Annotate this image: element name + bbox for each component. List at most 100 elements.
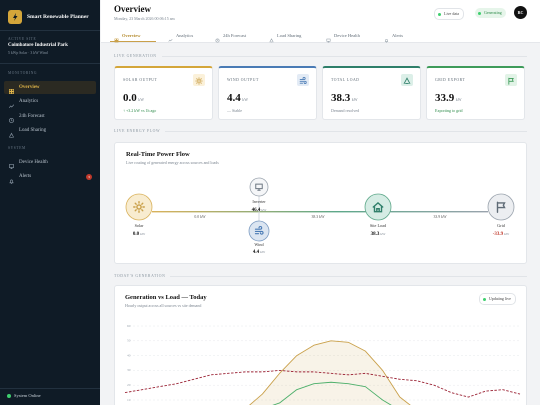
live-pill[interactable]: Live data: [434, 8, 464, 20]
nav-icon: [7, 98, 16, 108]
section-heading-text: LIVE GENERATION: [114, 54, 157, 58]
nav-item[interactable]: Analytics: [19, 99, 39, 104]
icon-path: [403, 77, 411, 84]
site-detail: 5 kWp Solar · 3 kW Wind: [8, 51, 48, 55]
icon: [299, 76, 307, 84]
tab-icon: [113, 31, 120, 43]
icon-path: [508, 77, 514, 85]
nav-item[interactable]: 24h Forecast: [19, 113, 45, 119]
state-text: Generating: [484, 10, 502, 15]
node-unit: kW: [261, 208, 267, 212]
state-dot: [478, 11, 481, 15]
icon: [114, 38, 119, 43]
icon-path: [195, 77, 203, 85]
icon-path: [9, 179, 14, 184]
section-heading: TODAY'S GENERATION: [114, 274, 527, 278]
tab-icon: [325, 31, 332, 43]
icon: [9, 132, 14, 138]
tab[interactable]: 24h Forecast: [223, 32, 247, 38]
flow-subtitle: Live routing of generated energy across …: [126, 160, 219, 165]
logo: [8, 10, 22, 24]
site-name: Coimbatore Industrial Park: [8, 43, 68, 48]
chart-card: Generation vs Load — Today Hourly output…: [114, 285, 527, 405]
live-dot: [438, 12, 441, 16]
y-tick-label: 10: [127, 398, 131, 402]
icon-path: [133, 201, 145, 213]
link-label: 38.3 kW: [311, 215, 324, 219]
header: Overview Monday, 23 March 2026 00:06:15 …: [101, 0, 540, 29]
app-name: Smart Renewable Planner: [27, 14, 89, 20]
stat-label: TOTAL LOAD: [331, 78, 360, 82]
node-number: 0.0: [133, 232, 140, 237]
icon: [9, 89, 14, 94]
stat-icon: [297, 74, 309, 86]
stat-value: 38.3 kW: [331, 92, 358, 104]
state-pill: Generating: [475, 8, 506, 18]
nav-icon: [7, 173, 16, 184]
icon-path: [9, 118, 14, 123]
stat-icon: [401, 74, 413, 86]
section-heading-text: TODAY'S GENERATION: [114, 274, 166, 278]
icon: [168, 38, 173, 42]
icon: [9, 89, 14, 94]
stat-unit: kW: [351, 97, 358, 102]
tab-icon: [383, 31, 390, 43]
nav-active-bg: [4, 81, 96, 94]
icon: [326, 38, 331, 43]
link-label-bg: [430, 213, 450, 219]
nav-item[interactable]: Load Sharing: [19, 128, 47, 133]
sidebar: Smart Renewable Planner ACTIVE SITE Coim…: [0, 0, 100, 405]
nav-item[interactable]: Overview: [19, 84, 40, 90]
icon: [508, 77, 514, 85]
stat-card: TOTAL LOAD 38.3 kW Demand resolved: [322, 66, 421, 120]
icon: [195, 77, 203, 85]
tab-underline: [110, 40, 156, 42]
link-label: 33.9 kW: [433, 215, 446, 219]
icon-path: [384, 38, 389, 43]
icon: [215, 38, 220, 43]
node-number: 4.4: [253, 250, 260, 255]
tab[interactable]: Analytics: [176, 32, 194, 38]
link-label-bg: [308, 213, 328, 219]
line: [272, 381, 392, 405]
stat-note: — Stable: [227, 108, 242, 113]
icon: [9, 118, 14, 123]
flow-card: Real-Time Power Flow Live routing of gen…: [114, 142, 527, 264]
tab[interactable]: Overview: [122, 32, 141, 38]
datetime: Monday, 23 March 2026 00:06:15 am: [114, 16, 175, 21]
nav-item[interactable]: Device Health: [19, 159, 48, 165]
icon-path: [215, 38, 220, 43]
icon: [508, 77, 514, 85]
flow-node: [125, 193, 153, 221]
stat-number: 33.9: [435, 92, 455, 104]
divider: [0, 388, 100, 389]
node-label: Site Load: [370, 223, 387, 228]
chart-title: Generation vs Load — Today: [125, 294, 207, 301]
live-text: Live data: [444, 11, 459, 16]
nav-item[interactable]: Alerts: [19, 174, 32, 179]
icon: [215, 38, 220, 43]
system-status: System Online: [14, 393, 41, 398]
flow-line: [152, 211, 488, 213]
tab[interactable]: Alerts: [392, 32, 403, 38]
tab[interactable]: Device Health: [334, 32, 360, 38]
stat-note: Demand resolved: [331, 108, 360, 113]
tab-icon: [167, 31, 174, 42]
stat-icon: [505, 74, 517, 86]
tab[interactable]: Load Sharing: [277, 32, 302, 38]
node-label: Inverter: [252, 199, 266, 204]
icon-path: [114, 38, 119, 43]
nav-section-label: MONITORING: [8, 71, 38, 75]
icon: [9, 179, 14, 184]
icon: [384, 38, 389, 43]
stat-number: 38.3: [331, 92, 351, 104]
icon: [299, 76, 307, 84]
nav-icon: [7, 112, 16, 123]
page-title: Overview: [114, 4, 151, 14]
avatar[interactable]: RC: [514, 6, 527, 19]
site-label: ACTIVE SITE: [8, 37, 37, 41]
line: [124, 369, 521, 398]
section-heading: LIVE ENERGY FLOW: [114, 129, 527, 133]
tab-icon: [268, 31, 275, 43]
